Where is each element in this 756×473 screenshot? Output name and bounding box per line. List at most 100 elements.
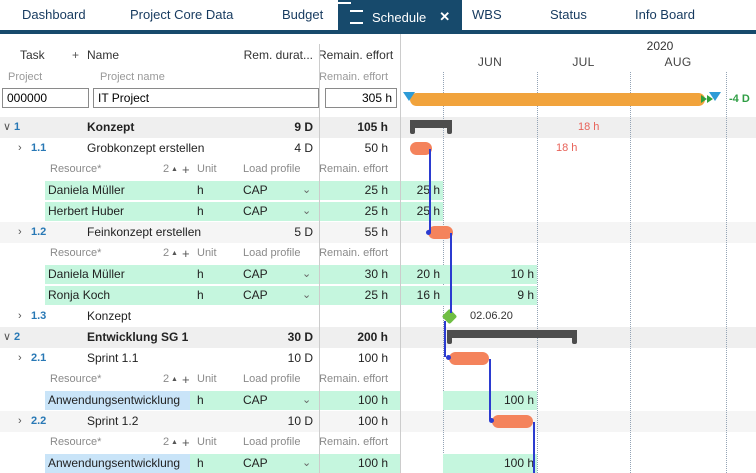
tab-schedule[interactable]: Schedule ✕ [338,0,463,34]
resource-row[interactable]: Daniela Müller h CAP ⌄ 30 h 20 h 10 h [0,264,756,285]
resource-col-label: Resource* [50,436,102,448]
tab-info-board[interactable]: Info Board [635,7,695,22]
table-row[interactable]: ∨ 2 Entwicklung SG 1 30 D 200 h [0,327,756,348]
chevron-down-icon[interactable]: ⌄ [302,268,312,280]
tab-wbs[interactable]: WBS [472,7,502,22]
timeline-marker-start-icon[interactable] [403,92,415,101]
add-column-icon[interactable]: + [72,48,80,62]
allocation-cell[interactable]: 9 h [443,286,537,305]
resource-name[interactable]: Anwendungsentwicklung [48,456,181,470]
resource-name[interactable]: Daniela Müller [48,183,125,197]
sort-indicator[interactable]: 2 [163,247,170,259]
overload-label: 18 h [578,121,600,133]
resource-row[interactable]: Herbert Huber h CAP ⌄ 25 h 25 h [0,201,756,222]
expand-icon[interactable]: › [18,226,22,238]
chevron-down-icon[interactable]: ⌄ [302,289,312,301]
sort-indicator[interactable]: 2 [163,436,170,448]
expand-icon[interactable]: › [18,415,22,427]
sort-indicator[interactable]: 2 [163,373,170,385]
tab-budget[interactable]: Budget [282,7,324,22]
chevron-down-icon[interactable]: ⌄ [302,394,312,406]
gantt-task-bar[interactable] [449,352,489,365]
menu-icon[interactable] [350,10,363,24]
add-resource-icon[interactable]: + [182,372,190,387]
allocation-cell[interactable]: 20 h [400,265,443,284]
gantt-task-bar[interactable] [492,415,533,428]
expand-icon[interactable]: › [18,142,22,154]
task-effort: 100 h [357,351,388,365]
resource-header-row: Resource* 2 ▲ + Unit Load profile Remain… [0,159,756,180]
table-row[interactable]: › 2.2 Sprint 1.2 10 D 100 h [0,411,756,432]
allocation-cell[interactable]: 25 h [400,181,443,200]
load-profile-value[interactable]: CAP [243,456,268,470]
sort-indicator[interactable]: 2 [163,163,170,175]
gantt-task-bar[interactable] [428,226,453,239]
load-profile-value[interactable]: CAP [243,267,268,281]
table-row[interactable]: › 2.1 Sprint 1.1 10 D 100 h [0,348,756,369]
collapse-icon[interactable]: ∨ [3,121,12,133]
tab-dashboard[interactable]: Dashboard [22,7,86,22]
resource-row-band [45,265,400,284]
task-name: Sprint 1.2 [87,414,139,428]
col-header-name[interactable]: Name [87,48,120,62]
table-row[interactable]: › 1.1 Grobkonzept erstellen 4 D 50 h 18 … [0,138,756,159]
overload-label: 18 h [556,142,578,154]
project-effort-input[interactable] [325,88,397,108]
allocation-cell[interactable]: 100 h [443,454,537,473]
gantt-summary-bar[interactable] [410,120,452,134]
resource-col-label: Resource* [50,163,102,175]
sort-asc-icon[interactable]: ▲ [171,439,178,446]
resource-row[interactable]: Anwendungsentwicklung h CAP ⌄ 100 h 100 … [0,453,756,473]
table-row[interactable]: › 1.3 Konzept 02.06.20 [0,306,756,327]
chevron-down-icon[interactable]: ⌄ [302,205,312,217]
task-name: Konzept [87,309,132,323]
tab-status[interactable]: Status [550,7,587,22]
task-name: Grobkonzept erstellen [87,141,205,155]
unit-col-label: Unit [197,163,217,175]
col-header-duration[interactable]: Rem. durat... [243,48,313,62]
add-resource-icon[interactable]: + [182,246,190,261]
gantt-summary-bar[interactable] [447,330,577,344]
add-resource-icon[interactable]: + [182,435,190,450]
load-profile-value[interactable]: CAP [243,288,268,302]
load-profile-value[interactable]: CAP [243,183,268,197]
load-profile-value[interactable]: CAP [243,204,268,218]
resource-row[interactable]: Daniela Müller h CAP ⌄ 25 h 25 h [0,180,756,201]
chevron-down-icon[interactable]: ⌄ [302,457,312,469]
resource-row[interactable]: Anwendungsentwicklung h CAP ⌄ 100 h 100 … [0,390,756,411]
chevron-down-icon[interactable]: ⌄ [302,184,312,196]
allocation-cell[interactable]: 16 h [400,286,443,305]
allocation-cell[interactable]: 25 h [400,202,443,221]
allocation-cell[interactable]: 10 h [443,265,537,284]
close-icon[interactable]: ✕ [439,9,451,24]
resource-effort: 25 h [364,183,388,197]
expand-icon[interactable]: › [18,310,22,322]
sort-asc-icon[interactable]: ▲ [171,250,178,257]
load-profile-value[interactable]: CAP [243,393,268,407]
sort-asc-icon[interactable]: ▲ [171,166,178,173]
project-name-input[interactable] [93,88,319,108]
gantt-project-bar[interactable] [410,93,705,106]
sort-asc-icon[interactable]: ▲ [171,376,178,383]
load-profile-col-label: Load profile [243,373,301,385]
collapse-icon[interactable]: ∨ [3,331,12,343]
col-header-task[interactable]: Task [20,48,45,62]
gantt-task-bar[interactable] [410,142,432,155]
table-row[interactable]: › 1.2 Feinkonzept erstellen 5 D 55 h [0,222,756,243]
tab-project-core-data[interactable]: Project Core Data [130,7,234,22]
timeline-year: 2020 [646,39,674,53]
resource-row[interactable]: Ronja Koch h CAP ⌄ 25 h 16 h 9 h [0,285,756,306]
resource-row-band [45,286,400,305]
table-gantt-divider[interactable] [400,34,401,473]
col-header-effort[interactable]: Remain. effort [318,48,394,62]
resource-name[interactable]: Ronja Koch [48,288,111,302]
expand-icon[interactable]: › [18,352,22,364]
resource-unit: h [197,393,204,407]
resource-name[interactable]: Herbert Huber [48,204,125,218]
add-resource-icon[interactable]: + [182,162,190,177]
table-row[interactable]: ∨ 1 Konzept 9 D 105 h 18 h [0,117,756,138]
timeline-marker-end-icon[interactable] [709,92,721,101]
resource-name[interactable]: Daniela Müller [48,267,125,281]
resource-name[interactable]: Anwendungsentwicklung [48,393,181,407]
project-id-input[interactable] [2,88,89,108]
